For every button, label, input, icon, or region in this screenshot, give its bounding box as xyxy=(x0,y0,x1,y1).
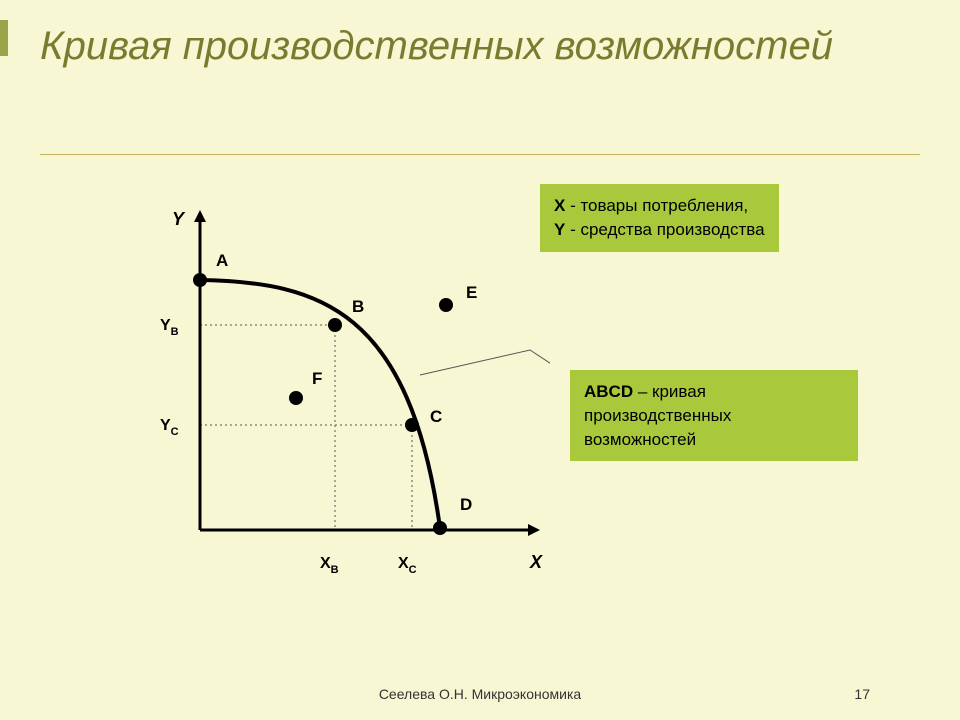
axis-legend-box: X - товары потребления, Y - средства про… xyxy=(540,184,779,252)
y-axis-label: Y xyxy=(172,209,186,229)
x-tick-label-0: XВ xyxy=(320,555,339,576)
legend-y-text: - средства производства xyxy=(565,220,764,239)
legend-x-symbol: X xyxy=(554,196,565,215)
callout-line xyxy=(420,350,550,375)
slide-accent-marker xyxy=(0,20,8,56)
page-number-text: 17 xyxy=(854,686,870,702)
x-axis-label: X xyxy=(529,552,543,572)
point-C xyxy=(405,418,419,432)
point-A xyxy=(193,273,207,287)
y-tick-label-0: YВ xyxy=(160,317,179,338)
point-E xyxy=(439,298,453,312)
annotation-bold: ABCD xyxy=(584,382,633,401)
x-axis-arrow xyxy=(528,524,540,536)
legend-line-y: Y - средства производства xyxy=(554,218,765,242)
curve-annotation-box: ABCD – кривая производственных возможнос… xyxy=(570,370,858,461)
point-label-B: B xyxy=(352,297,364,316)
y-axis-arrow xyxy=(194,210,206,222)
point-B xyxy=(328,318,342,332)
legend-y-symbol: Y xyxy=(554,220,565,239)
x-tick-label-1: XС xyxy=(398,555,417,576)
point-label-F: F xyxy=(312,369,322,388)
point-label-A: A xyxy=(216,251,228,270)
page-number: 17 xyxy=(854,686,870,702)
point-label-E: E xyxy=(466,283,477,302)
ppf-chart: Y X A B C D E F YВ YС XВ XС xyxy=(120,200,550,600)
footer-text: Сеелева О.Н. Микроэкономика xyxy=(379,686,581,702)
ppf-curve xyxy=(200,280,440,528)
legend-line-x: X - товары потребления, xyxy=(554,194,765,218)
point-F xyxy=(289,391,303,405)
point-D xyxy=(433,521,447,535)
title-underline xyxy=(40,154,920,155)
slide-title: Кривая производственных возможностей xyxy=(40,20,833,72)
point-label-C: C xyxy=(430,407,442,426)
point-label-D: D xyxy=(460,495,472,514)
slide-footer: Сеелева О.Н. Микроэкономика xyxy=(0,686,960,702)
slide-title-text: Кривая производственных возможностей xyxy=(40,24,833,68)
legend-x-text: - товары потребления, xyxy=(565,196,748,215)
y-tick-label-1: YС xyxy=(160,417,179,438)
